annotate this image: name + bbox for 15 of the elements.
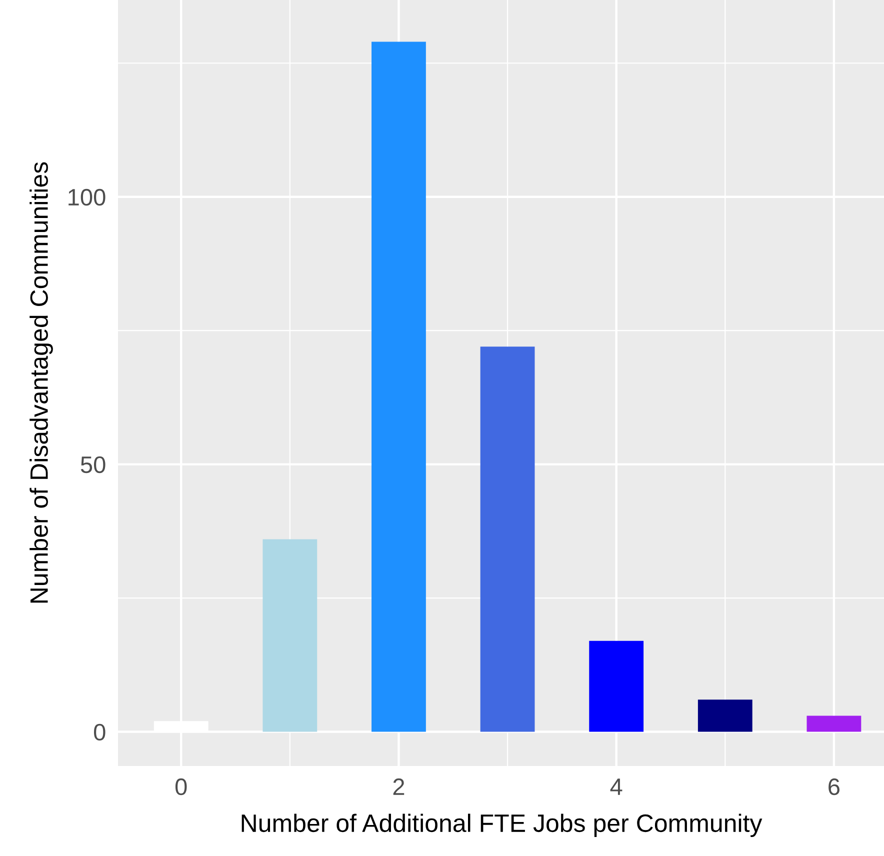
bar [480,346,535,732]
x-axis-title: Number of Additional FTE Jobs per Community [242,814,762,838]
x-tick-label: 4 [610,778,622,795]
x-tick-label: 0 [175,778,187,796]
y-axis-title: Number of Disadvantaged Communities [30,162,53,603]
bar [372,42,426,732]
bar [698,700,752,732]
x-tick-label: 6 [828,778,840,796]
y-tick-label: 50 [80,456,106,474]
bar [589,640,644,732]
y-tick-label: 100 [68,188,106,206]
y-tick-label: 0 [94,724,106,741]
x-tick-label: 2 [393,778,404,795]
bar [806,716,862,732]
bar [262,539,318,732]
